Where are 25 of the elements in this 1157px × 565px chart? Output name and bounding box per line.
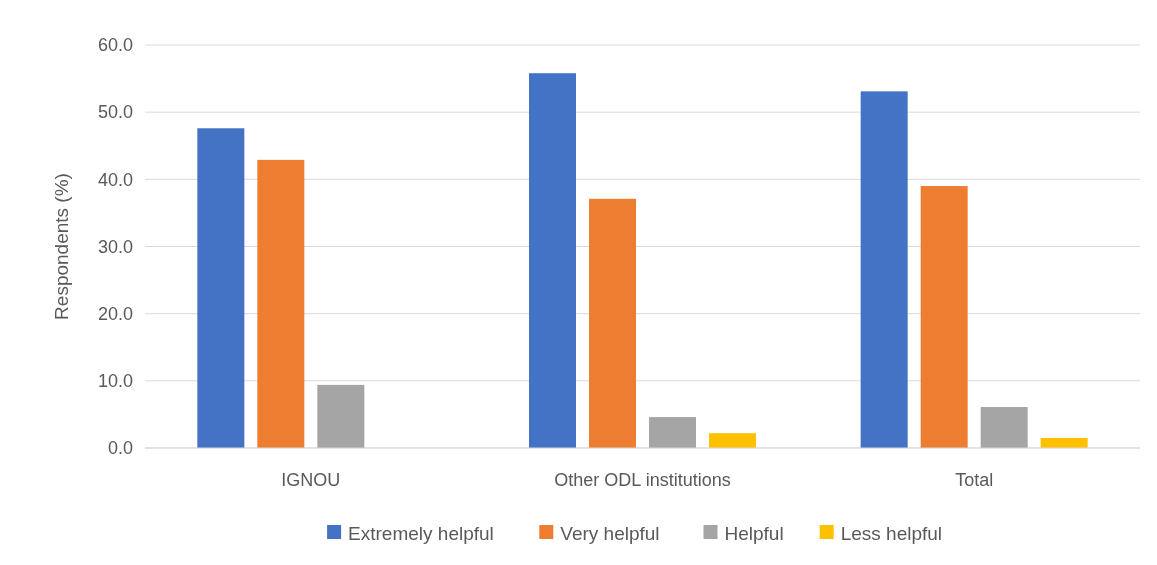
bar <box>980 407 1028 448</box>
bar <box>529 73 576 448</box>
y-axis-title: Respondents (%) <box>51 173 72 320</box>
x-tick-label: IGNOU <box>281 470 341 490</box>
bar <box>920 186 968 448</box>
y-tick-label: 60.0 <box>97 35 133 56</box>
legend-label: Helpful <box>724 522 784 544</box>
bar <box>197 128 245 448</box>
x-tick-label: Total <box>955 470 994 490</box>
legend-label: Less helpful <box>840 522 943 544</box>
bar <box>589 198 636 448</box>
x-tick-label: Other ODL institutions <box>554 470 731 490</box>
bar <box>317 384 365 448</box>
y-tick-label: 10.0 <box>97 371 133 392</box>
y-tick-label: 50.0 <box>97 102 133 123</box>
y-tick-label: 0.0 <box>107 438 133 459</box>
y-tick-label: 20.0 <box>97 303 133 324</box>
legend-label: Extremely helpful <box>348 522 494 544</box>
bar <box>860 91 908 448</box>
bar <box>257 159 305 448</box>
y-tick-label: 30.0 <box>97 236 133 257</box>
legend-label: Very helpful <box>560 522 660 544</box>
bar <box>709 433 756 448</box>
y-tick-label: 40.0 <box>97 169 133 190</box>
bar <box>649 417 696 448</box>
